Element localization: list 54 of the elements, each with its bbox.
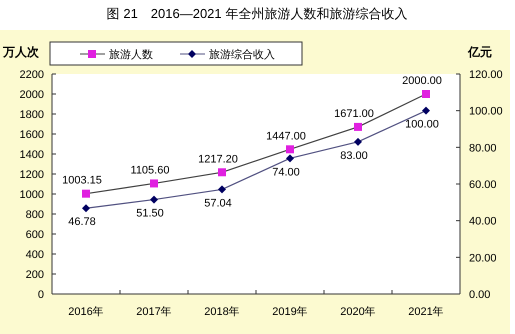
- x-tick-label: 2016年: [68, 306, 104, 318]
- point: [218, 168, 226, 176]
- y-tick-label: 1400: [20, 149, 44, 161]
- data-label: 1003.15: [62, 174, 102, 187]
- y2-tick-label: 40.00: [469, 216, 497, 228]
- x-tick-label: 2018年: [204, 306, 240, 318]
- point: [218, 185, 226, 194]
- x-tick-label: 2020年: [340, 306, 376, 318]
- y-tick-label: 400: [26, 249, 44, 261]
- data-label: 51.50: [136, 208, 164, 220]
- y2-tick-label: 120.00: [469, 69, 503, 81]
- y2-tick-label: 60.00: [469, 179, 497, 191]
- y-tick-label: 2200: [20, 69, 44, 81]
- data-label: 83.00: [340, 150, 368, 162]
- point: [286, 145, 294, 154]
- x-tick-label: 2021年: [408, 306, 444, 318]
- data-label: 100.00: [405, 118, 439, 131]
- y-tick-label: 0: [38, 289, 44, 301]
- y-tick-label: 2000: [20, 89, 44, 101]
- point: [422, 90, 430, 98]
- data-label: 46.78: [68, 216, 96, 228]
- y-tick-label: 200: [26, 269, 44, 281]
- y-tick-label: 1800: [20, 109, 44, 121]
- y-tick-label: 1200: [20, 169, 44, 181]
- point: [422, 106, 430, 115]
- y2-axis-title: 亿元: [467, 45, 492, 59]
- y2-tick-label: 0.00: [469, 289, 490, 301]
- data-label: 74.00: [272, 166, 300, 178]
- y-axis-title: 万人次: [2, 45, 40, 59]
- data-label: 1217.20: [198, 153, 238, 166]
- point: [82, 190, 90, 198]
- legend-label: 旅游综合收入: [209, 48, 275, 61]
- x-tick-label: 2019年: [272, 306, 308, 318]
- y-tick-label: 800: [26, 209, 44, 221]
- y2-tick-label: 100.00: [469, 106, 503, 118]
- point: [82, 204, 90, 212]
- chart-title: 图 21 2016—2021 年全州旅游人数和旅游综合收入: [106, 6, 408, 21]
- y-tick-label: 1000: [20, 189, 44, 201]
- data-label: 2000.00: [402, 75, 442, 87]
- y2-tick-label: 20.00: [469, 252, 497, 264]
- point: [150, 179, 158, 188]
- x-tick-label: 2017年: [136, 306, 172, 318]
- y2-tick-label: 80.00: [469, 142, 497, 154]
- data-label: 57.04: [204, 197, 232, 210]
- point: [354, 122, 362, 131]
- data-label: 1671.00: [334, 108, 374, 120]
- data-label: 1105.60: [130, 164, 170, 176]
- data-label: 1447.00: [266, 130, 306, 142]
- y-tick-label: 1600: [20, 129, 44, 141]
- point: [286, 154, 294, 162]
- point: [150, 196, 158, 204]
- y-tick-label: 600: [26, 229, 44, 241]
- point: [354, 138, 362, 146]
- legend-label: 旅游人数: [109, 48, 153, 61]
